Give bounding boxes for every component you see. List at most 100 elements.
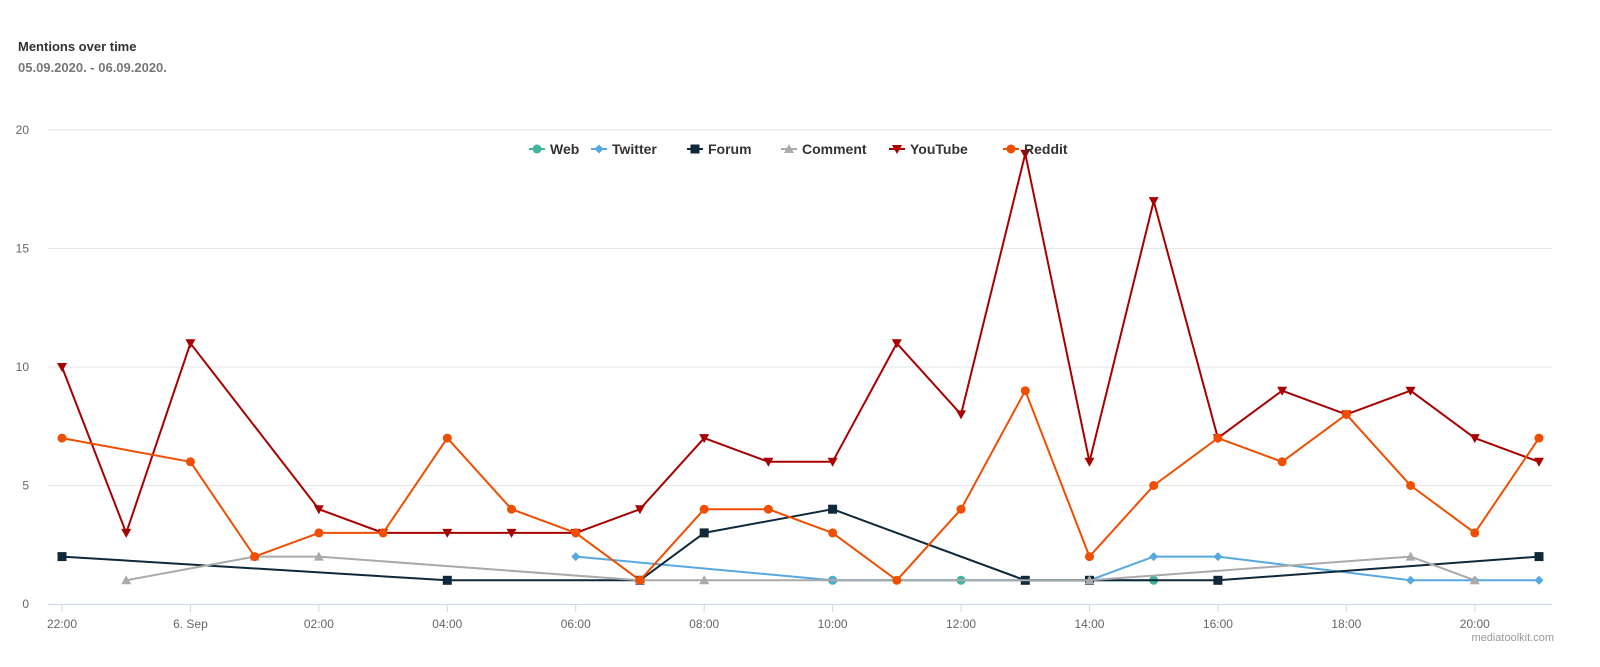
data-point-forum (57, 552, 67, 562)
data-point-youtube (442, 528, 453, 538)
legend-item-forum[interactable]: Forum (687, 141, 752, 157)
series-line-comment (126, 555, 1476, 582)
data-point-comment (699, 575, 710, 585)
legend-marker-icon (690, 144, 700, 154)
series-line-twitter (575, 555, 1539, 582)
data-point-youtube (1405, 386, 1416, 396)
x-tick-label: 6. Sep (173, 617, 208, 631)
legend-label: Reddit (1024, 141, 1068, 157)
data-point-reddit (378, 528, 388, 538)
x-tick-label: 16:00 (1203, 617, 1233, 631)
legend-label: Comment (802, 141, 867, 157)
data-point-forum (699, 528, 709, 538)
legend-label: YouTube (910, 141, 968, 157)
legend-item-comment[interactable]: Comment (781, 141, 867, 157)
credit-link[interactable]: mediatoolkit.com (1471, 632, 1554, 644)
x-tick-label: 06:00 (561, 617, 591, 631)
chart-subtitle: 05.09.2020. - 06.09.2020. (18, 60, 167, 75)
data-point-reddit (828, 528, 838, 538)
data-point-comment (1084, 575, 1095, 585)
data-point-youtube (956, 410, 967, 420)
data-point-forum (1534, 552, 1544, 562)
legend-marker-icon (892, 145, 902, 154)
data-point-youtube (699, 434, 710, 444)
y-tick-label: 10 (16, 360, 30, 374)
legend-item-reddit[interactable]: Reddit (1003, 141, 1068, 157)
data-point-reddit (571, 528, 581, 538)
x-tick-label: 02:00 (304, 617, 334, 631)
legend-label: Forum (708, 141, 752, 157)
data-point-youtube (121, 528, 132, 538)
data-point-reddit (1020, 386, 1030, 396)
data-point-comment (313, 551, 324, 561)
data-point-youtube (506, 528, 517, 538)
data-point-reddit (892, 575, 902, 585)
legend-item-web[interactable]: Web (529, 141, 579, 157)
data-point-youtube (827, 457, 838, 467)
data-point-reddit (956, 504, 966, 514)
data-point-youtube (1148, 197, 1159, 207)
data-point-reddit (314, 528, 324, 538)
x-tick-label: 04:00 (432, 617, 462, 631)
data-point-reddit (507, 504, 517, 514)
chart-title: Mentions over time (18, 39, 137, 54)
data-point-reddit (185, 457, 195, 467)
y-tick-label: 15 (16, 242, 30, 256)
data-point-reddit (1084, 552, 1094, 562)
y-tick-label: 20 (16, 123, 30, 137)
x-tick-label: 14:00 (1074, 617, 1104, 631)
y-tick-label: 5 (22, 479, 29, 493)
data-point-reddit (250, 552, 260, 562)
data-point-reddit (1470, 528, 1480, 538)
data-point-forum (828, 504, 838, 514)
data-point-youtube (1084, 457, 1095, 467)
data-point-forum (442, 575, 452, 585)
data-point-twitter (1406, 575, 1416, 585)
legend-marker-icon (532, 144, 542, 154)
legend-label: Web (550, 141, 579, 157)
data-point-reddit (1534, 433, 1544, 443)
legend-marker-icon (784, 144, 794, 153)
data-point-reddit (1277, 457, 1287, 467)
data-point-comment (1469, 575, 1480, 585)
data-point-youtube (1469, 434, 1480, 444)
x-tick-label: 10:00 (818, 617, 848, 631)
data-point-reddit (1341, 409, 1351, 419)
series-line-youtube (61, 152, 1540, 534)
data-point-reddit (1149, 481, 1159, 490)
x-tick-label: 22:00 (47, 617, 77, 631)
data-point-twitter (571, 552, 581, 562)
data-point-comment (1405, 551, 1416, 561)
data-point-youtube (634, 505, 645, 515)
y-tick-label: 0 (22, 597, 29, 611)
data-point-reddit (1213, 433, 1223, 443)
data-point-twitter (1534, 575, 1544, 585)
data-point-youtube (891, 339, 902, 349)
data-point-twitter (1213, 552, 1223, 562)
legend-marker-icon (1006, 144, 1016, 154)
legend-item-youtube[interactable]: YouTube (889, 141, 968, 157)
data-point-reddit (57, 433, 67, 443)
data-point-reddit (635, 575, 645, 585)
x-tick-label: 18:00 (1331, 617, 1361, 631)
data-point-youtube (1534, 457, 1544, 467)
x-tick-label: 08:00 (689, 617, 719, 631)
legend-label: Twitter (612, 141, 657, 157)
data-point-reddit (763, 504, 773, 514)
data-point-reddit (699, 504, 709, 514)
data-point-youtube (57, 363, 67, 372)
data-point-youtube (185, 339, 196, 349)
data-point-comment (121, 575, 132, 585)
data-point-youtube (763, 457, 774, 467)
x-tick-label: 12:00 (946, 617, 976, 631)
legend-item-twitter[interactable]: Twitter (591, 141, 657, 157)
data-point-youtube (313, 505, 324, 515)
data-point-reddit (442, 433, 452, 443)
data-point-reddit (1406, 481, 1416, 490)
data-point-youtube (1020, 149, 1031, 159)
legend-marker-icon (594, 144, 604, 154)
data-point-youtube (1277, 386, 1288, 396)
x-tick-label: 20:00 (1460, 617, 1490, 631)
data-point-twitter (1149, 552, 1159, 562)
